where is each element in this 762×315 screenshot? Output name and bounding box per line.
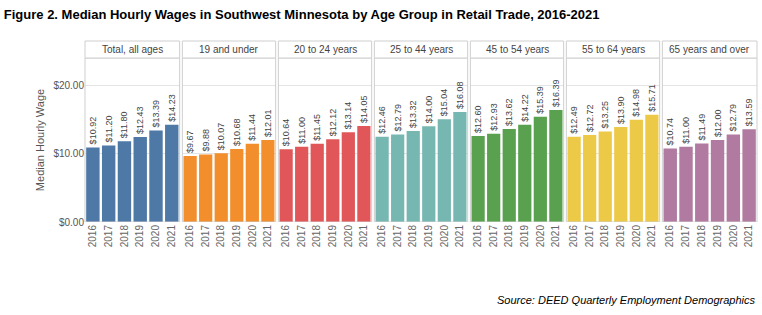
svg-text:$14.23: $14.23 <box>167 94 177 122</box>
svg-text:2020: 2020 <box>247 225 258 248</box>
svg-text:55 to 64 years: 55 to 64 years <box>582 44 645 55</box>
svg-text:Source: DEED Quarterly Employm: Source: DEED Quarterly Employment Demogr… <box>497 294 755 306</box>
svg-text:2019: 2019 <box>231 225 242 248</box>
svg-text:$10.92: $10.92 <box>88 117 98 145</box>
svg-text:$15.04: $15.04 <box>439 89 449 117</box>
svg-text:$10.00: $10.00 <box>53 148 84 159</box>
svg-text:$12.72: $12.72 <box>585 105 595 133</box>
svg-text:$12.00: $12.00 <box>713 109 723 137</box>
svg-text:$9.67: $9.67 <box>185 130 195 153</box>
svg-text:$11.45: $11.45 <box>312 114 322 141</box>
svg-text:2016: 2016 <box>184 225 195 248</box>
svg-text:$12.46: $12.46 <box>377 106 387 134</box>
svg-text:$12.43: $12.43 <box>135 107 145 135</box>
svg-text:2016: 2016 <box>664 225 675 248</box>
svg-text:2021: 2021 <box>550 225 561 248</box>
svg-text:45 to 54 years: 45 to 54 years <box>486 44 549 55</box>
svg-text:2019: 2019 <box>615 225 626 248</box>
svg-text:$12.49: $12.49 <box>569 106 579 134</box>
svg-text:2020: 2020 <box>631 225 642 248</box>
svg-text:2020: 2020 <box>439 225 450 248</box>
svg-text:2017: 2017 <box>103 225 114 248</box>
svg-text:$10.74: $10.74 <box>665 118 675 146</box>
svg-text:$13.39: $13.39 <box>151 100 161 128</box>
svg-text:$13.59: $13.59 <box>744 99 754 127</box>
svg-text:$10.64: $10.64 <box>281 119 291 147</box>
svg-text:2016: 2016 <box>568 225 579 248</box>
svg-text:2021: 2021 <box>743 225 754 248</box>
svg-text:$11.80: $11.80 <box>119 112 129 139</box>
svg-text:2021: 2021 <box>358 225 369 248</box>
svg-text:$12.12: $12.12 <box>328 109 338 137</box>
svg-text:$14.22: $14.22 <box>520 94 530 122</box>
svg-text:$14.00: $14.00 <box>424 96 434 124</box>
svg-text:2018: 2018 <box>311 225 322 248</box>
svg-text:2017: 2017 <box>584 225 595 248</box>
svg-text:$13.90: $13.90 <box>616 96 626 124</box>
svg-text:$20.00: $20.00 <box>53 80 84 91</box>
svg-text:$16.39: $16.39 <box>551 79 561 107</box>
svg-text:$11.44: $11.44 <box>247 114 257 141</box>
svg-text:$12.79: $12.79 <box>393 104 403 132</box>
svg-text:$9.88: $9.88 <box>201 129 211 152</box>
svg-text:2021: 2021 <box>454 225 465 248</box>
svg-text:$15.39: $15.39 <box>535 86 545 114</box>
svg-text:$12.60: $12.60 <box>473 105 483 133</box>
svg-text:$12.93: $12.93 <box>489 103 499 131</box>
svg-text:$15.71: $15.71 <box>647 84 657 112</box>
svg-text:2019: 2019 <box>712 225 723 248</box>
svg-text:2019: 2019 <box>423 225 434 248</box>
svg-text:Figure 2. Median Hourly Wages: Figure 2. Median Hourly Wages in Southwe… <box>4 7 600 22</box>
svg-text:Median Hourly Wage: Median Hourly Wage <box>34 89 46 191</box>
svg-text:2018: 2018 <box>696 225 707 248</box>
svg-text:2016: 2016 <box>87 225 98 248</box>
svg-text:2018: 2018 <box>215 225 226 248</box>
svg-text:2020: 2020 <box>728 225 739 248</box>
svg-text:$0.00: $0.00 <box>59 217 84 228</box>
svg-text:2021: 2021 <box>646 225 657 248</box>
svg-text:$11.00: $11.00 <box>297 117 307 144</box>
svg-text:2017: 2017 <box>296 225 307 248</box>
svg-text:2016: 2016 <box>472 225 483 248</box>
svg-text:$11.00: $11.00 <box>681 117 691 144</box>
svg-text:$11.20: $11.20 <box>104 116 114 143</box>
svg-text:$13.14: $13.14 <box>343 102 353 130</box>
svg-text:25 to 44 years: 25 to 44 years <box>390 44 453 55</box>
svg-text:$14.98: $14.98 <box>631 89 641 117</box>
svg-text:2020: 2020 <box>535 225 546 248</box>
svg-text:2018: 2018 <box>599 225 610 248</box>
svg-text:$12.79: $12.79 <box>728 104 738 132</box>
svg-text:2017: 2017 <box>392 225 403 248</box>
svg-text:2016: 2016 <box>280 225 291 248</box>
svg-text:Total, all ages: Total, all ages <box>102 44 163 55</box>
svg-text:2021: 2021 <box>262 225 273 248</box>
svg-text:2020: 2020 <box>150 225 161 248</box>
svg-text:2017: 2017 <box>488 225 499 248</box>
svg-text:$13.32: $13.32 <box>408 100 418 128</box>
svg-text:19 and under: 19 and under <box>199 44 259 55</box>
svg-text:2018: 2018 <box>503 225 514 248</box>
svg-text:2016: 2016 <box>376 225 387 248</box>
svg-text:2018: 2018 <box>407 225 418 248</box>
svg-text:$10.68: $10.68 <box>232 118 242 146</box>
svg-text:2017: 2017 <box>200 225 211 248</box>
svg-text:20 to 24 years: 20 to 24 years <box>294 44 357 55</box>
svg-text:2019: 2019 <box>327 225 338 248</box>
svg-text:$10.07: $10.07 <box>216 123 226 151</box>
svg-text:65 years and over: 65 years and over <box>669 44 750 55</box>
svg-text:2017: 2017 <box>680 225 691 248</box>
svg-text:2020: 2020 <box>343 225 354 248</box>
svg-text:$14.05: $14.05 <box>359 95 369 123</box>
svg-text:2021: 2021 <box>166 225 177 248</box>
svg-text:2019: 2019 <box>519 225 530 248</box>
svg-text:2018: 2018 <box>119 225 130 248</box>
svg-text:$16.08: $16.08 <box>455 82 465 110</box>
svg-text:$13.62: $13.62 <box>504 98 514 126</box>
svg-text:$11.49: $11.49 <box>697 114 707 141</box>
svg-text:$13.25: $13.25 <box>600 101 610 129</box>
svg-text:$12.01: $12.01 <box>263 109 273 137</box>
svg-text:2019: 2019 <box>134 225 145 248</box>
